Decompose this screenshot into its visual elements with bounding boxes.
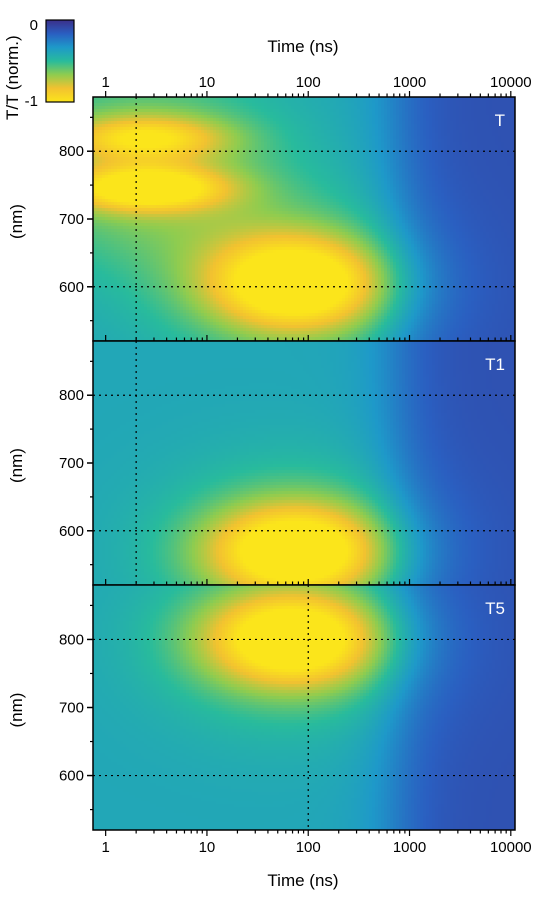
colorbar-tick-top: 0: [30, 17, 38, 34]
y-tick-label: 700: [59, 211, 84, 228]
x-tick-label-bottom: 10: [199, 839, 216, 856]
y-tick-label: 600: [59, 768, 84, 785]
colorbar-gradient: [46, 20, 74, 102]
colorbar-tick-bottom: -1: [25, 93, 38, 110]
x-tick-label-top: 100: [296, 74, 321, 91]
x-tick-label-bottom: 1: [101, 839, 109, 856]
panel-t1: 600 700 800 (nm) T1: [7, 335, 517, 591]
y-tick-label: 700: [59, 700, 84, 717]
y-axis-title: (nm): [7, 448, 26, 483]
colorbar: T/T (norm.) 0 -1: [3, 17, 74, 120]
top-x-axis-title: Time (ns): [267, 37, 338, 56]
y-tick-label: 800: [59, 143, 84, 160]
panel-label: T5: [485, 599, 505, 618]
panel-label: T: [495, 111, 505, 130]
colorbar-title: T/T (norm.): [3, 35, 22, 120]
x-tick-label-bottom: 100: [296, 839, 321, 856]
heatmap-field: [93, 585, 517, 832]
y-tick-label: 800: [59, 631, 84, 648]
x-tick-label-top: 10: [199, 74, 216, 91]
x-tick-label-top: 1: [101, 74, 109, 91]
y-axis-title: (nm): [7, 693, 26, 728]
x-tick-label-top: 10000: [490, 74, 532, 91]
bottom-x-axis-title: Time (ns): [267, 871, 338, 890]
y-axis-title: (nm): [7, 204, 26, 239]
y-tick-label: 700: [59, 455, 84, 472]
y-tick-label: 800: [59, 387, 84, 404]
panel-t5: 600 700 800 (nm) 1 10 100 1000 10000 T5: [7, 579, 532, 856]
heatmap-field: [93, 97, 517, 344]
x-tick-label-top: 1000: [393, 74, 426, 91]
x-tick-label-bottom: 10000: [490, 839, 532, 856]
y-tick-label: 600: [59, 279, 84, 296]
x-tick-label-bottom: 1000: [393, 839, 426, 856]
panel-t: 600 700 800 (nm) 1 10 100 1000 10000 T: [7, 74, 532, 347]
y-tick-label: 600: [59, 523, 84, 540]
heatmap-field: [93, 341, 517, 588]
panel-label: T1: [485, 355, 505, 374]
